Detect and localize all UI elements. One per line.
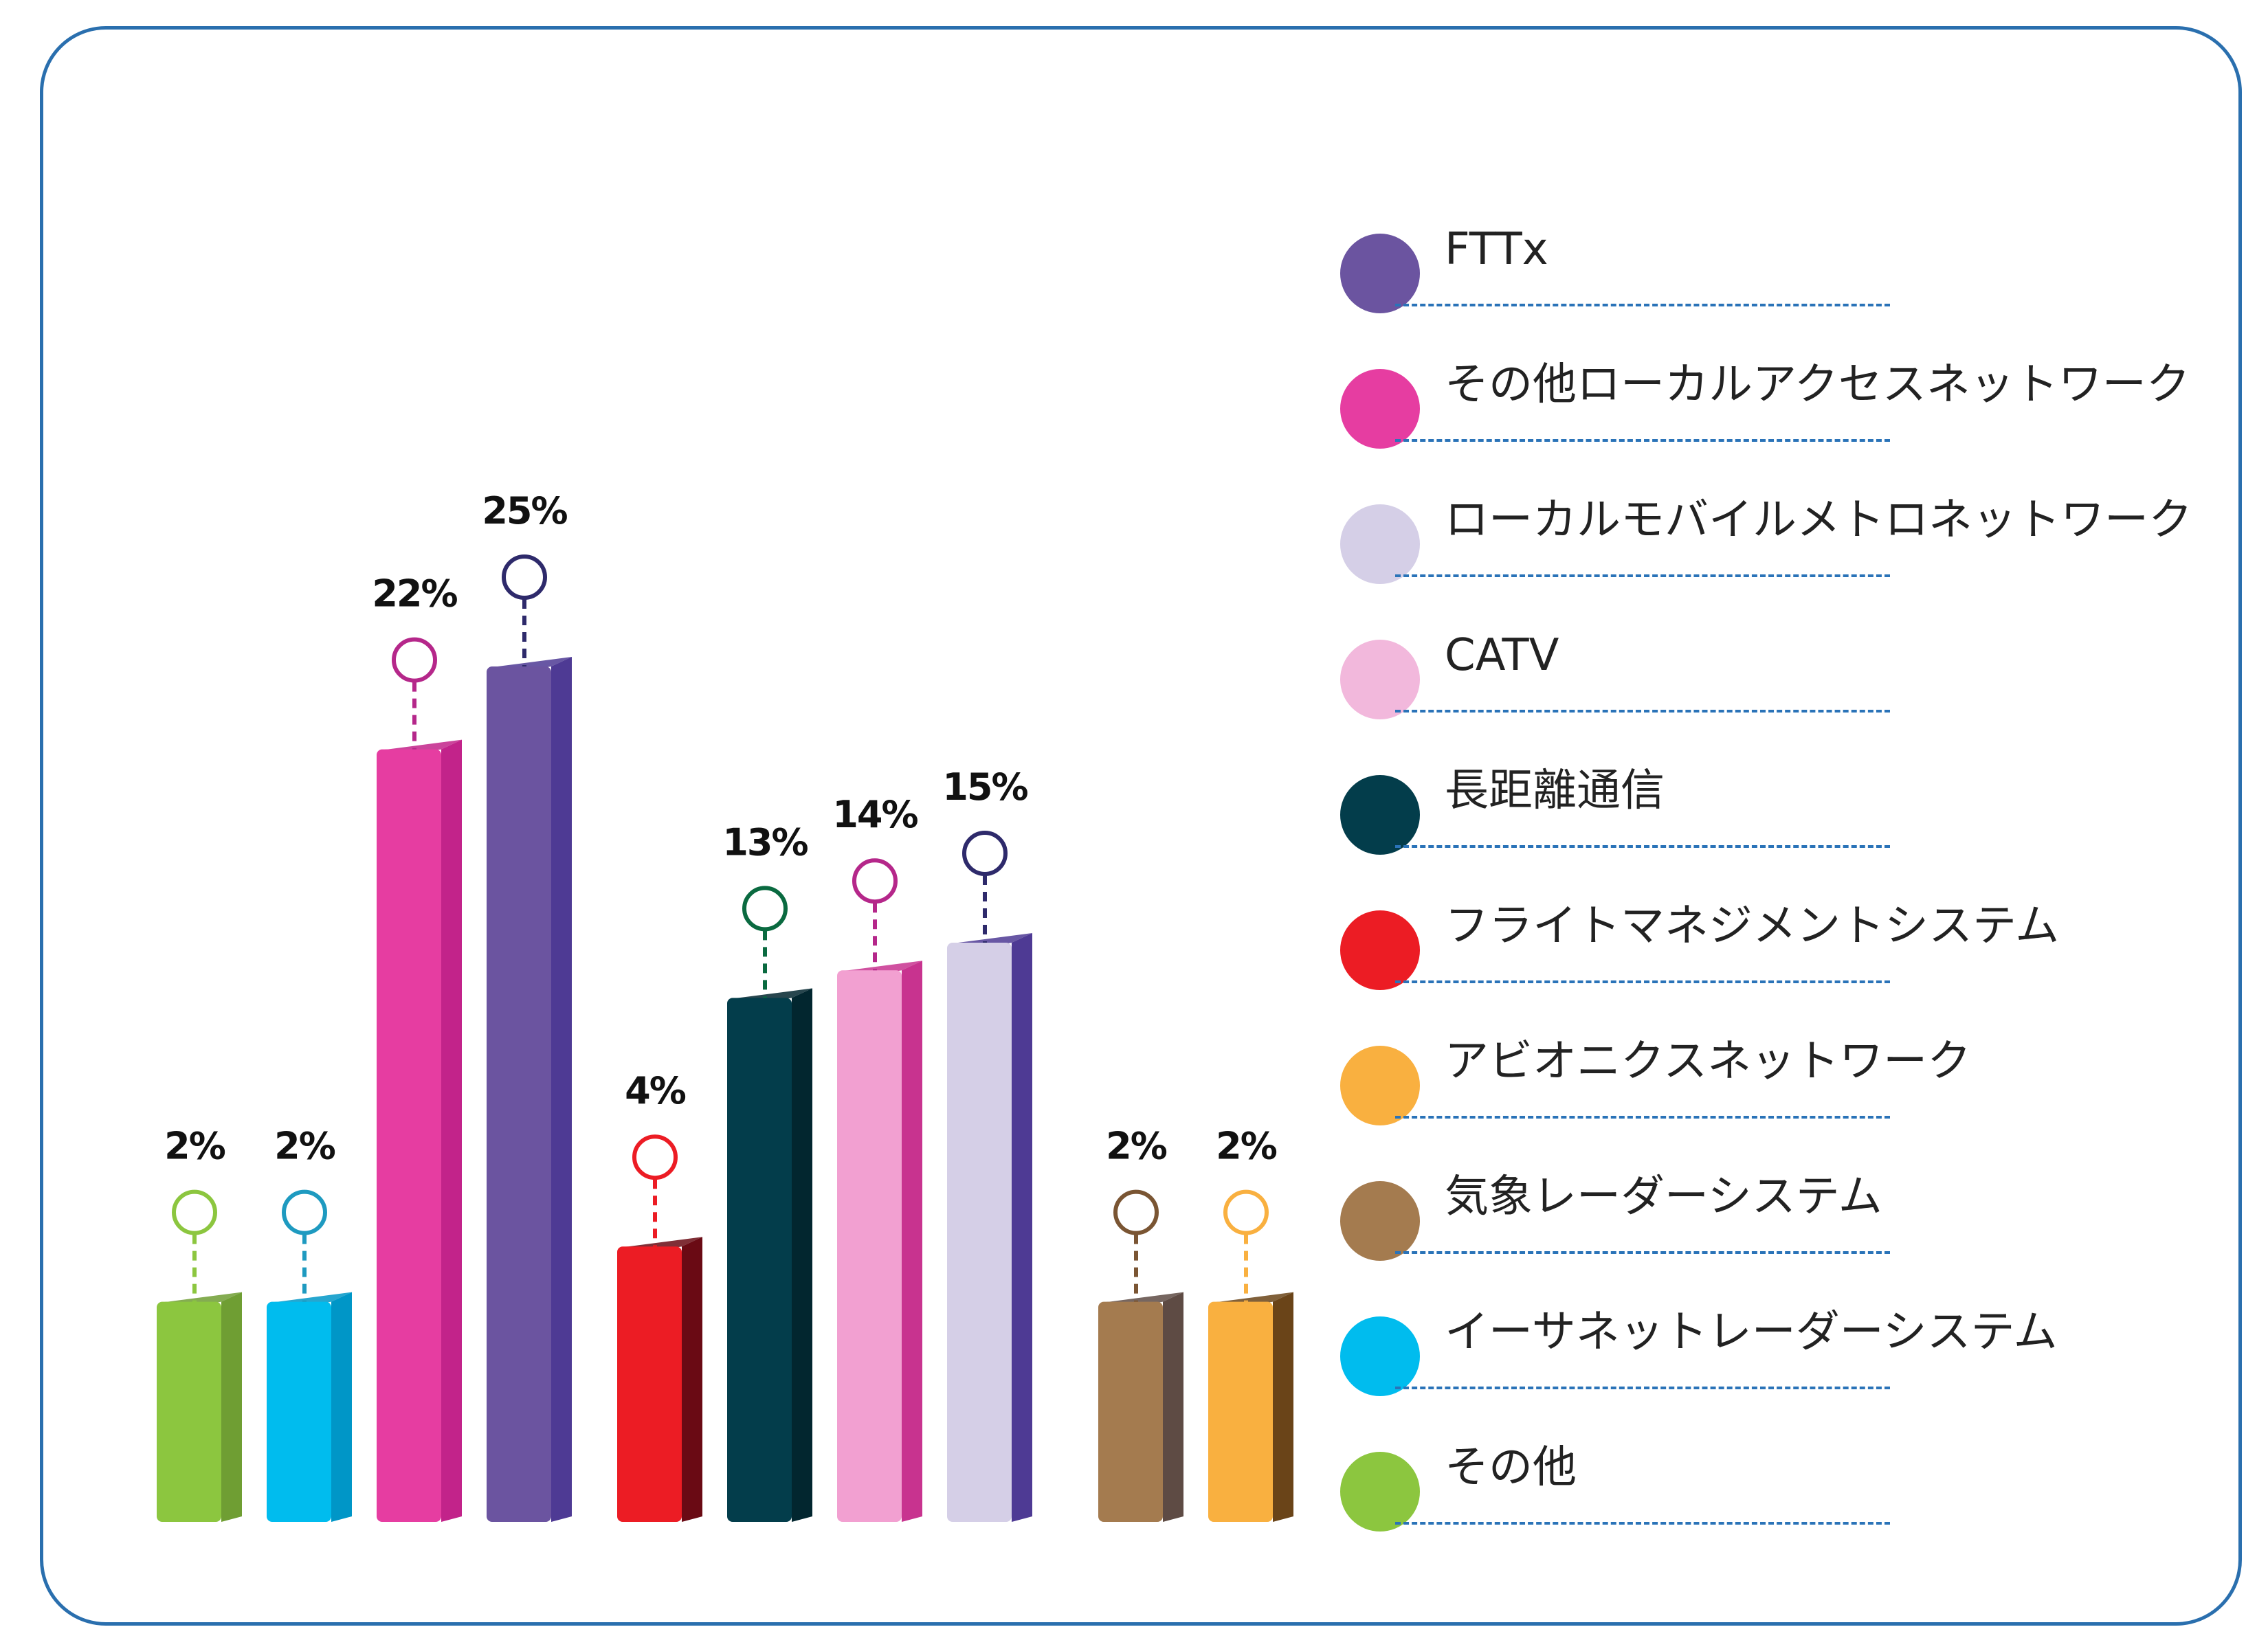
legend-divider [1395,1387,1890,1389]
marker-circle [1113,1189,1159,1235]
legend-swatch [1340,640,1420,719]
marker-circle [392,637,437,683]
bar [377,749,441,1522]
marker-circle [742,886,788,932]
legend-label: イーサネットレーダーシステム [1445,1307,2058,1358]
marker-circle [502,554,547,600]
marker-circle [852,858,898,904]
data-label: 2% [274,1125,335,1168]
bar-side [1273,1292,1293,1522]
data-label: 4% [625,1069,686,1112]
legend-item: FTTx [1340,220,2199,313]
legend-swatch [1340,1452,1420,1532]
marker-circle [1223,1189,1269,1235]
data-label: 14% [832,793,918,836]
legend-item: その他ローカルアクセスネットワーク [1340,355,2199,449]
legend-label: その他 [1445,1442,1577,1493]
bar [157,1301,221,1522]
bar-side [1163,1292,1183,1522]
legend-swatch [1340,910,1420,990]
bar [267,1301,331,1522]
bar-side [441,739,462,1522]
legend-swatch [1340,1046,1420,1125]
marker-circle [282,1189,327,1235]
marker-circle [962,831,1008,876]
data-label: 15% [942,765,1027,809]
legend-label: フライトマネジメントシステム [1445,901,2060,952]
legend-swatch [1340,369,1420,449]
data-label: 13% [722,820,808,864]
bar-side [1012,933,1032,1522]
legend-divider [1395,1522,1890,1525]
legend-label: 気象レーダーシステム [1445,1171,1882,1222]
data-label: 2% [164,1125,225,1168]
legend-label: 長距離通信 [1445,765,1665,816]
legend-item: 気象レーダーシステム [1340,1167,2199,1261]
bar [617,1246,682,1522]
data-label: 25% [482,489,567,532]
legend-divider [1395,304,1890,306]
data-label: 22% [372,572,457,616]
legend-divider [1395,980,1890,983]
marker-circle [172,1189,217,1235]
bar [837,970,902,1522]
bar-side [792,988,812,1522]
legend-item: 長距離通信 [1340,761,2199,855]
bar [727,998,792,1522]
bar [947,943,1012,1522]
bar-side [902,961,922,1522]
legend-label: その他ローカルアクセスネットワーク [1445,359,2190,410]
bar-side [331,1292,352,1522]
legend-divider [1395,1251,1890,1254]
legend-item: アビオニクスネットワーク [1340,1032,2199,1125]
legend-swatch [1340,504,1420,584]
legend-divider [1395,710,1890,713]
data-label: 2% [1106,1125,1167,1168]
legend-divider [1395,1116,1890,1119]
legend-swatch [1340,1181,1420,1261]
legend-divider [1395,439,1890,442]
legend-item: ローカルモバイルメトロネットワーク [1340,491,2199,584]
legend-label: ローカルモバイルメトロネットワーク [1445,495,2192,546]
legend-item: フライトマネジメントシステム [1340,897,2199,990]
legend-label: CATV [1445,630,1559,681]
legend-label: FTTx [1445,224,1548,275]
bar-side [221,1292,242,1522]
legend-item: その他 [1340,1438,2199,1532]
bar [487,666,551,1522]
data-label: 2% [1216,1125,1277,1168]
legend-divider [1395,574,1890,577]
bar-side [682,1237,702,1522]
legend-item: CATV [1340,626,2199,719]
legend-item: イーサネットレーダーシステム [1340,1303,2199,1396]
legend-swatch [1340,775,1420,855]
bar-side [551,657,572,1522]
legend-divider [1395,845,1890,848]
bar [1208,1301,1273,1522]
marker-circle [632,1134,678,1180]
legend-swatch [1340,234,1420,313]
bar [1098,1301,1163,1522]
legend-label: アビオニクスネットワーク [1445,1036,1972,1087]
legend-swatch [1340,1316,1420,1396]
